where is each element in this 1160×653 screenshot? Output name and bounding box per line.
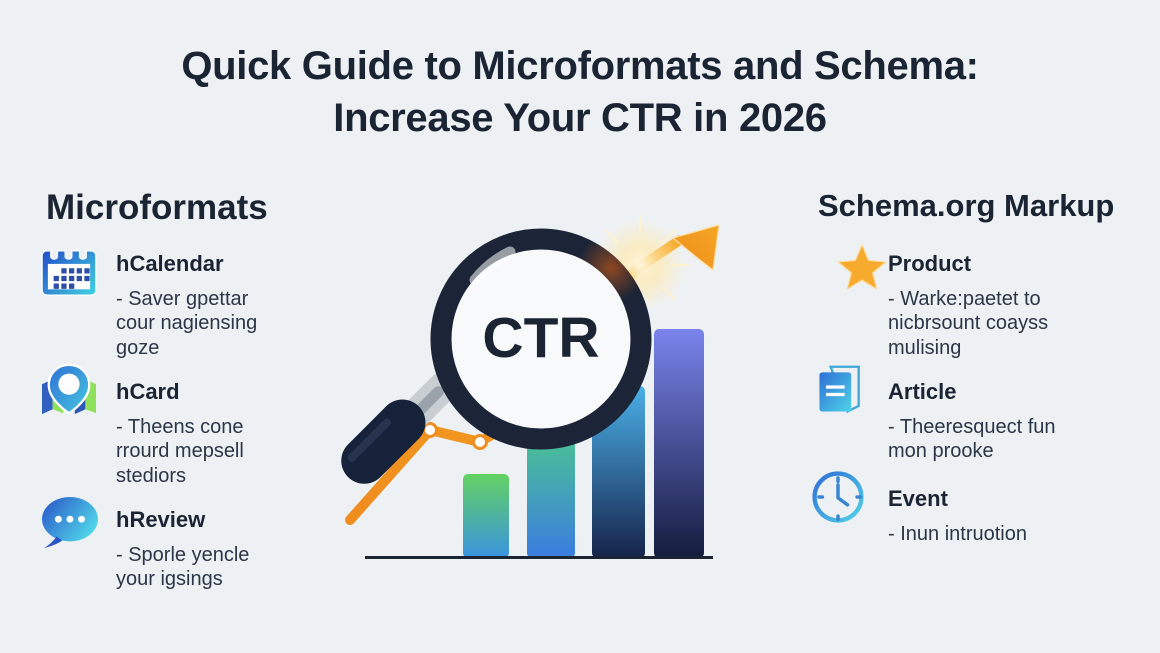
svg-text:CTR: CTR bbox=[482, 306, 599, 370]
